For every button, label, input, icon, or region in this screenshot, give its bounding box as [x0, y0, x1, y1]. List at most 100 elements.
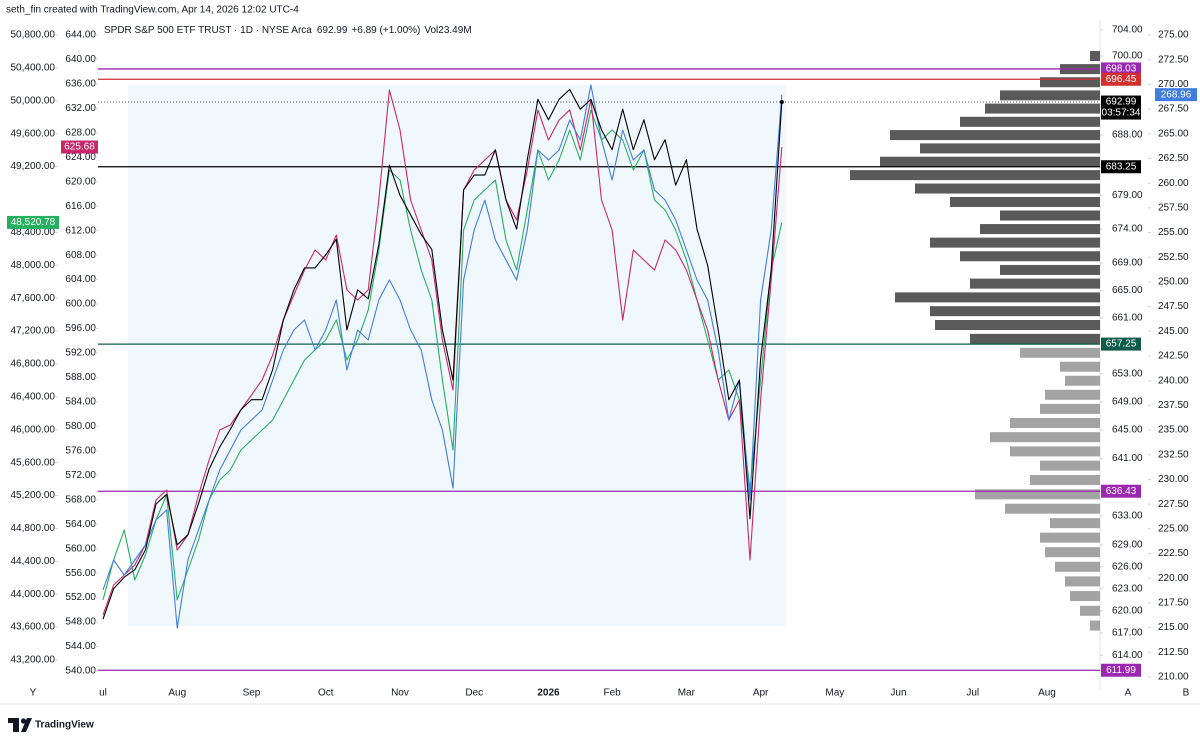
volume-profile-bar [960, 116, 1100, 127]
volume-profile-bar [950, 197, 1100, 208]
volume-profile-bar [880, 156, 1100, 167]
y-tick-label: 44,800.00 [11, 523, 56, 534]
last-value-tag [61, 140, 98, 154]
price-line-tag [1101, 663, 1141, 677]
volume-profile-bar [1040, 403, 1100, 414]
price-line-label: 611.99 [1106, 665, 1136, 676]
volume-profile-bar [915, 183, 1100, 194]
y-tick-label: 661.00 [1112, 313, 1143, 324]
brand-logo [8, 718, 32, 732]
y-tick-label: 222.50 [1158, 548, 1189, 559]
volume-profile-bar [895, 292, 1100, 303]
volume-profile-bar [1065, 576, 1100, 587]
y-tick-label: 653.00 [1112, 368, 1143, 379]
last-value-label: 625.68 [64, 142, 95, 153]
price-line-tag [1101, 160, 1141, 174]
y-tick-label: 267.50 [1158, 104, 1189, 115]
series-line [102, 88, 783, 620]
x-tick-label: Dec [465, 688, 483, 699]
y-tick-label: 633.00 [1112, 511, 1143, 522]
x-tick-label: Aug [1038, 688, 1056, 699]
y-tick-label: 596.00 [65, 323, 96, 334]
volume-profile-bar [930, 237, 1100, 248]
y-tick-label: 649.00 [1112, 396, 1143, 407]
y-tick-label: 275.00 [1158, 30, 1189, 41]
y-tick-label: 50,400.00 [11, 63, 56, 74]
y-tick-label: 230.00 [1158, 474, 1189, 485]
y-tick-label: 227.50 [1158, 499, 1189, 510]
volume-profile-bar [1040, 77, 1100, 88]
y-tick-label: 592.00 [65, 348, 96, 359]
last-value-label: 692.99 [1106, 97, 1137, 108]
last-value-tag [1155, 88, 1197, 102]
corner-label[interactable]: Y [30, 688, 37, 699]
price-line-tag [1101, 484, 1141, 498]
volume-profile-bar [1040, 532, 1100, 543]
y-tick-label: 540.00 [65, 666, 96, 677]
y-tick-label: 272.50 [1158, 54, 1189, 65]
y-tick-label: 49,600.00 [11, 128, 56, 139]
volume-profile-bar [960, 251, 1100, 262]
y-tick-label: 50,000.00 [11, 95, 56, 106]
y-tick-label: 232.50 [1158, 449, 1189, 460]
y-tick-label: 644.00 [65, 30, 96, 41]
y-tick-label: 260.00 [1158, 178, 1189, 189]
volume-profile-bar [920, 143, 1100, 154]
volume-profile-bar [970, 333, 1100, 344]
y-tick-label: 640.00 [65, 54, 96, 65]
y-tick-label: 212.50 [1158, 647, 1189, 658]
x-tick-label: Sep [243, 688, 261, 699]
y-tick-label: 46,800.00 [11, 359, 56, 370]
x-tick-label: Jun [890, 688, 906, 699]
y-tick-label: 47,600.00 [11, 293, 56, 304]
y-tick-label: 617.00 [1112, 628, 1143, 639]
y-tick-label: 50,800.00 [11, 30, 56, 41]
price-line-label: 683.25 [1106, 161, 1137, 172]
y-tick-label: 44,000.00 [11, 589, 56, 600]
volume-profile-bar [1005, 503, 1100, 514]
x-tick-label: Oct [318, 688, 334, 699]
x-tick-label: Aug [168, 688, 186, 699]
y-tick-label: 210.00 [1158, 672, 1189, 683]
volume-profile-bar [1030, 474, 1100, 485]
y-tick-label: 614.00 [1112, 650, 1143, 661]
y-tick-label: 265.00 [1158, 128, 1189, 139]
volume-profile-bar [1010, 446, 1100, 457]
y-tick-label: 572.00 [65, 470, 96, 481]
y-tick-label: 242.50 [1158, 351, 1189, 362]
price-line-label: 698.03 [1106, 64, 1137, 75]
price-line-tag [1101, 72, 1141, 86]
y-tick-label: 262.50 [1158, 153, 1189, 164]
y-tick-label: 560.00 [65, 543, 96, 554]
y-tick-label: 674.00 [1112, 224, 1143, 235]
price-line-tag [1101, 62, 1141, 76]
legend-change: +6.89 (+1.00%) [351, 25, 420, 36]
volume-profile-bar [1010, 418, 1100, 429]
y-tick-label: 588.00 [65, 372, 96, 383]
y-tick-label: 669.00 [1112, 258, 1143, 269]
x-tick-label: 2026 [537, 688, 560, 699]
last-value-tag [1101, 95, 1141, 120]
corner-label[interactable]: B [1183, 688, 1190, 699]
volume-profile-bar [1090, 51, 1100, 62]
y-tick-label: 584.00 [65, 397, 96, 408]
y-tick-label: 564.00 [65, 519, 96, 530]
y-tick-label: 48,400.00 [11, 227, 56, 238]
x-tick-label: Jul [966, 688, 979, 699]
y-tick-label: 624.00 [65, 152, 96, 163]
y-tick-label: 612.00 [65, 225, 96, 236]
y-tick-label: 252.50 [1158, 252, 1189, 263]
y-tick-label: 48,000.00 [11, 260, 56, 271]
y-tick-label: 641.00 [1112, 453, 1143, 464]
legend-volume-label: Vol [424, 25, 438, 36]
corner-label[interactable]: A [1125, 688, 1132, 699]
y-tick-label: 552.00 [65, 592, 96, 603]
y-tick-label: 46,400.00 [11, 391, 56, 402]
y-tick-label: 623.00 [1112, 583, 1143, 594]
y-tick-label: 47,200.00 [11, 326, 56, 337]
volume-profile-bar [1080, 605, 1100, 616]
last-point [779, 100, 784, 105]
y-tick-label: 600.00 [65, 299, 96, 310]
volume-profile-bar [1060, 361, 1100, 372]
